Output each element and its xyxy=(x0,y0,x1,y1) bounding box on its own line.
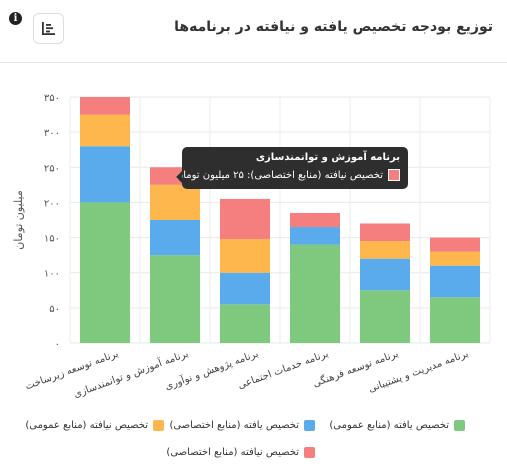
list-icon xyxy=(42,22,55,35)
y-tick-label: ۲۵۰ xyxy=(44,163,60,174)
bars xyxy=(80,97,480,343)
legend-label: تخصیص نیافته (منابع اختصاصی) xyxy=(166,447,299,458)
bar-segment[interactable] xyxy=(220,198,270,239)
legend-label: تخصیص یافته (منابع اختصاصی) xyxy=(169,420,299,431)
legend-swatch xyxy=(304,447,315,458)
y-axis-label: میلیون تومان xyxy=(12,190,25,250)
y-tick-label: ۱۰۰ xyxy=(44,269,60,280)
legend-item[interactable]: تخصیص نیافته (منابع عمومی) xyxy=(25,420,164,431)
y-tick-label: ۲۰۰ xyxy=(44,198,60,209)
bar-segment[interactable] xyxy=(220,304,270,343)
grid-lines xyxy=(69,96,491,344)
table-view-button[interactable] xyxy=(33,13,64,44)
legend-item[interactable]: تخصیص نیافته (منابع اختصاصی) xyxy=(166,447,315,458)
bar-segment[interactable] xyxy=(290,227,340,245)
legend-item[interactable]: تخصیص یافته (منابع عمومی) xyxy=(329,420,465,431)
legend-label: تخصیص نیافته (منابع عمومی) xyxy=(25,420,148,431)
legend-swatch xyxy=(304,420,315,431)
legend-swatch xyxy=(153,420,164,431)
y-tick-label: ۵۰ xyxy=(49,304,60,315)
tooltip-row: تخصیص نیافته (منابع اختصاصی): ۲۵ میلیون … xyxy=(176,169,400,181)
y-tick-label: ۱۵۰ xyxy=(44,234,60,245)
y-axis-ticks: ۰ ۵۰ ۱۰۰ ۱۵۰ ۲۰۰ ۲۵۰ ۳۰۰ ۳۵۰ xyxy=(44,93,60,350)
bar-segment[interactable] xyxy=(430,265,480,298)
y-tick-label: ۳۵۰ xyxy=(44,93,60,104)
chart-header: توزیع بودجه تخصیص یافته و نیافته در برنا… xyxy=(0,0,507,63)
bar-segment[interactable] xyxy=(430,251,480,266)
bar-segment[interactable] xyxy=(360,258,410,291)
bar-segment[interactable] xyxy=(80,146,130,203)
bar-segment[interactable] xyxy=(360,290,410,343)
bar-segment[interactable] xyxy=(80,202,130,343)
y-tick-label: ۳۰۰ xyxy=(44,128,60,139)
info-icon[interactable]: i xyxy=(9,12,22,25)
chart-tooltip: برنامه آموزش و توانمندسازی تخصیص نیافته … xyxy=(176,147,408,189)
legend-label: تخصیص یافته (منابع عمومی) xyxy=(329,420,449,431)
bar-segment[interactable] xyxy=(150,184,200,220)
bar-segment[interactable] xyxy=(80,114,130,147)
bar-segment[interactable] xyxy=(150,220,200,256)
bar-segment[interactable] xyxy=(290,212,340,228)
legend-item[interactable]: تخصیص یافته (منابع اختصاصی) xyxy=(169,420,315,431)
bar-segment[interactable] xyxy=(430,297,480,343)
tooltip-swatch xyxy=(388,169,400,181)
x-tick-label: برنامه آموزش و توانمندسازی xyxy=(72,347,190,401)
bar-segment[interactable] xyxy=(360,241,410,259)
chart-title: توزیع بودجه تخصیص یافته و نیافته در برنا… xyxy=(174,19,493,35)
bar-segment[interactable] xyxy=(80,97,130,115)
bar-segment[interactable] xyxy=(150,255,200,343)
bar-segment[interactable] xyxy=(360,223,410,242)
legend-swatch xyxy=(454,420,465,431)
tooltip-title: برنامه آموزش و توانمندسازی xyxy=(255,152,400,163)
bar-segment[interactable] xyxy=(220,272,270,305)
bar-segment[interactable] xyxy=(290,244,340,343)
y-tick-label: ۰ xyxy=(55,339,60,350)
bar-segment[interactable] xyxy=(220,238,270,273)
tooltip-text: تخصیص نیافته (منابع اختصاصی): ۲۵ میلیون … xyxy=(175,169,383,181)
bar-segment[interactable] xyxy=(430,237,480,252)
